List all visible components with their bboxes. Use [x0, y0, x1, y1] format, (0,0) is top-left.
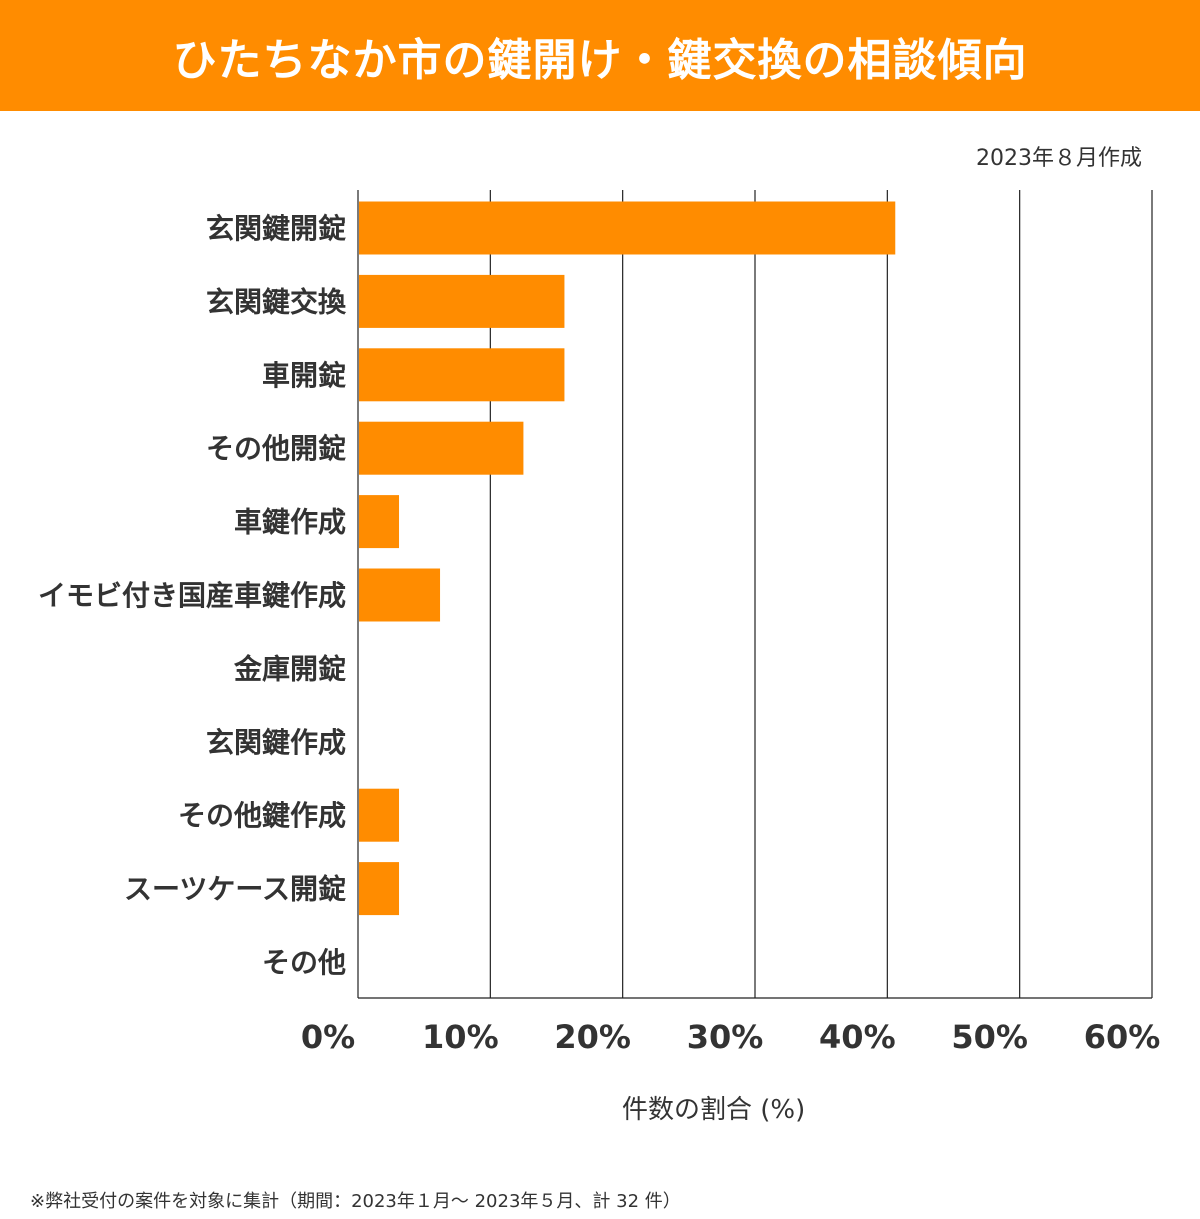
title-banner: ひたちなか市の鍵開け・鍵交換の相談傾向 [0, 0, 1200, 111]
x-tick-label: 40% [819, 1018, 896, 1056]
chart-title: ひたちなか市の鍵開け・鍵交換の相談傾向 [172, 34, 1028, 86]
x-tick-label: 10% [422, 1018, 499, 1056]
category-label: その他 [262, 946, 346, 979]
category-label: 玄関鍵作成 [206, 726, 346, 759]
category-label: 車開錠 [262, 359, 346, 392]
x-axis-label: 件数の割合 (%) [622, 1095, 806, 1125]
date-note: 2023年８月作成 [976, 146, 1142, 171]
bar [359, 274, 565, 328]
x-tick-label: 50% [951, 1018, 1028, 1056]
category-label: その他開錠 [206, 432, 346, 465]
x-tick-label: 30% [687, 1018, 764, 1056]
footnote: ※弊社受付の案件を対象に集計（期間：2023年１月～ 2023年５月、計 32 … [30, 1191, 681, 1212]
bar [359, 421, 524, 475]
category-label: イモビ付き国産車鍵作成 [38, 579, 346, 612]
bar [359, 495, 400, 549]
category-label: 車鍵作成 [234, 506, 346, 539]
bar [359, 568, 441, 622]
x-tick-label: 60% [1084, 1018, 1161, 1056]
category-label: その他鍵作成 [178, 799, 346, 832]
category-label: 金庫開錠 [233, 652, 346, 685]
bar [359, 862, 400, 916]
bar [359, 348, 565, 402]
category-label: スーツケース開錠 [124, 873, 346, 906]
category-label: 玄関鍵開錠 [206, 212, 346, 245]
bar [359, 201, 896, 255]
x-tick-label: 20% [554, 1018, 631, 1056]
bar [359, 788, 400, 842]
x-tick-label: 0% [301, 1018, 355, 1056]
category-label: 玄関鍵交換 [206, 285, 347, 318]
